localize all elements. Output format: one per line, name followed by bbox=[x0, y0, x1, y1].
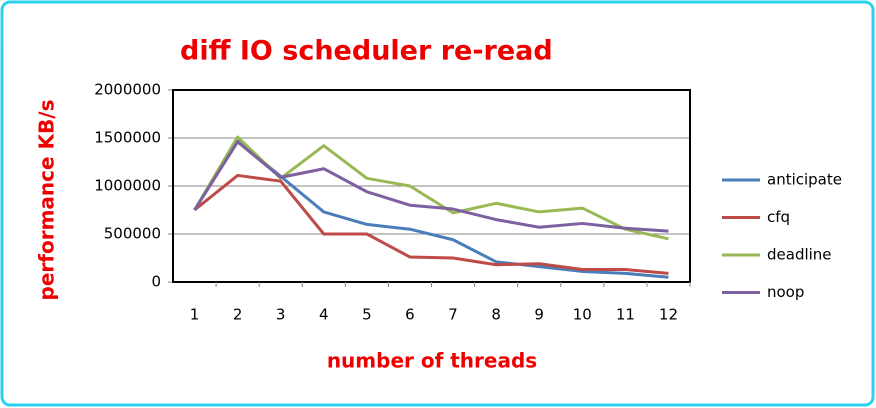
legend-label: deadline bbox=[767, 246, 832, 264]
y-tick-label: 0 bbox=[151, 273, 161, 291]
x-tick-label: 8 bbox=[491, 306, 501, 324]
x-tick-label: 6 bbox=[405, 306, 415, 324]
x-tick-label: 2 bbox=[233, 306, 243, 324]
y-tick-label: 1000000 bbox=[94, 177, 161, 195]
x-tick-label: 3 bbox=[276, 306, 286, 324]
x-tick-label: 7 bbox=[448, 306, 458, 324]
series-line bbox=[193, 140, 669, 233]
y-tick-label: 1500000 bbox=[94, 129, 161, 147]
y-axis-label: performance KB/s bbox=[35, 100, 59, 301]
x-tick-label: 10 bbox=[573, 306, 592, 324]
series-line bbox=[193, 173, 669, 275]
legend-label: noop bbox=[767, 283, 804, 301]
x-tick-label: 12 bbox=[659, 306, 678, 324]
legend-label: anticipate bbox=[767, 171, 842, 189]
x-tick-label: 5 bbox=[362, 306, 372, 324]
y-tick-label: 500000 bbox=[104, 225, 161, 243]
x-tick-label: 11 bbox=[616, 306, 635, 324]
chart-title: diff IO scheduler re-read bbox=[180, 36, 553, 67]
x-axis-label: number of threads bbox=[327, 349, 537, 373]
x-tick-label: 1 bbox=[190, 306, 200, 324]
y-tick-label: 2000000 bbox=[94, 81, 161, 99]
legend-label: cfq bbox=[767, 208, 790, 226]
x-tick-label: 4 bbox=[319, 306, 329, 324]
x-tick-label: 9 bbox=[534, 306, 544, 324]
